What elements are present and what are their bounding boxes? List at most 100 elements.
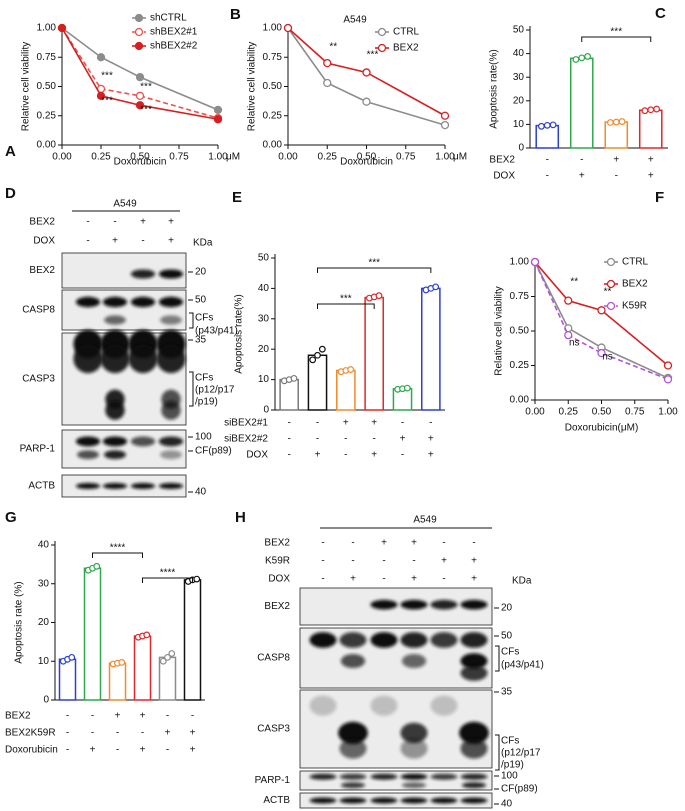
legend-label: shBEX2#1 [150,27,198,38]
significance-bracket [92,552,143,558]
blot-band [158,436,184,447]
condition-sign: - [382,556,385,567]
condition-sign: - [66,711,69,722]
condition-sign: - [351,538,354,549]
bar [108,662,127,701]
blot-band [339,797,367,804]
panel-letter: H [235,509,246,526]
x-unit: μM [226,152,240,163]
y-tick-label: 0.75 [37,52,57,63]
bar [336,369,356,411]
condition-sign: - [86,236,89,247]
y-axis-label: Relative cell viability [494,286,505,375]
legend-marker [606,257,616,267]
legend-label: CTRL [393,27,420,38]
annotation: ns [602,352,613,363]
data-point [96,53,106,62]
significance-label: *** [340,294,352,305]
marker-label: 100 [501,771,518,782]
blot-band [460,599,488,610]
replicate-point [309,356,317,364]
condition-sign: - [86,217,89,228]
blot-band [160,450,182,460]
x-tick-label: 1.00 [658,407,678,418]
significance-bracket [317,303,375,309]
annotation: *** [101,71,113,82]
blot-band [339,738,367,759]
row-label: BEX2 [264,601,290,612]
replicate-point [612,118,620,126]
y-tick-label: 10 [38,656,50,667]
series-line [61,27,219,111]
condition-sign: - [382,574,385,585]
y-tick-label: 40 [258,283,270,294]
data-point [663,361,673,370]
condition-sign: + [411,538,417,549]
blot-band [460,653,488,669]
condition-sign: - [316,418,319,429]
legend-marker [134,13,144,23]
blot-title: A549 [413,515,437,526]
condition-sign: - [401,450,404,461]
unit-label: KDa [512,576,532,587]
blot-title: A549 [113,199,137,210]
blot-band [309,773,337,780]
condition-sign: + [428,434,434,445]
y-tick-label: 0.25 [263,110,283,121]
condition-sign: - [351,556,354,567]
legend-label: shCTRL [150,13,187,24]
replicate-point [572,56,580,63]
condition-sign: + [411,574,417,585]
y-tick-label: 1.00 [37,23,57,34]
marker-label: 20 [501,603,513,614]
condition-sign: - [412,556,415,567]
note-label: (p43/p41) [195,326,238,337]
replicate-point [578,54,586,62]
blot-strip [299,770,493,791]
blot-band [400,722,428,744]
data-point [440,120,450,130]
x-tick-label: 0.00 [278,152,298,163]
condition-sign: - [91,711,94,722]
condition-sign: - [316,434,319,445]
x-tick-label: 0.75 [396,152,416,163]
blot-band [460,632,488,648]
replicate-point [290,374,298,382]
y-axis-label: Apoptosis rate(%) [234,294,245,373]
note-label: CFs [195,313,213,324]
blot-strip [61,429,187,469]
note-label: CF(p89) [195,446,232,457]
annotation: *** [140,82,152,93]
condition-sign: + [140,711,146,722]
row-label: CASP3 [257,724,290,735]
blot-band [430,797,458,804]
condition-sign: - [141,236,144,247]
blot-band [400,599,428,610]
bar [58,658,77,701]
replicate-point [164,653,171,661]
legend-marker [606,301,616,311]
note-bracket [189,371,194,407]
row-label: CASP3 [22,374,55,385]
data-point [362,97,371,106]
blot-band [75,436,101,447]
condition-sign: + [371,450,377,461]
blot-band [130,296,156,308]
note-label: (p12/p17 [501,748,541,759]
blot-band [400,632,428,648]
condition-sign: - [546,171,549,182]
x-tick-label: 0.00 [52,152,72,163]
data-point [323,78,332,88]
blot-band [430,773,458,780]
blot-band [370,797,398,804]
condition-sign: + [400,434,406,445]
data-point [362,68,371,77]
replicate-point [537,122,545,130]
significance-label: **** [110,543,126,554]
replicate-point [543,121,551,129]
x-tick-label: 0.75 [169,152,189,163]
condition-label: DOX [33,236,55,247]
legend-label: BEX2 [393,43,419,54]
replicate-point [641,107,649,115]
